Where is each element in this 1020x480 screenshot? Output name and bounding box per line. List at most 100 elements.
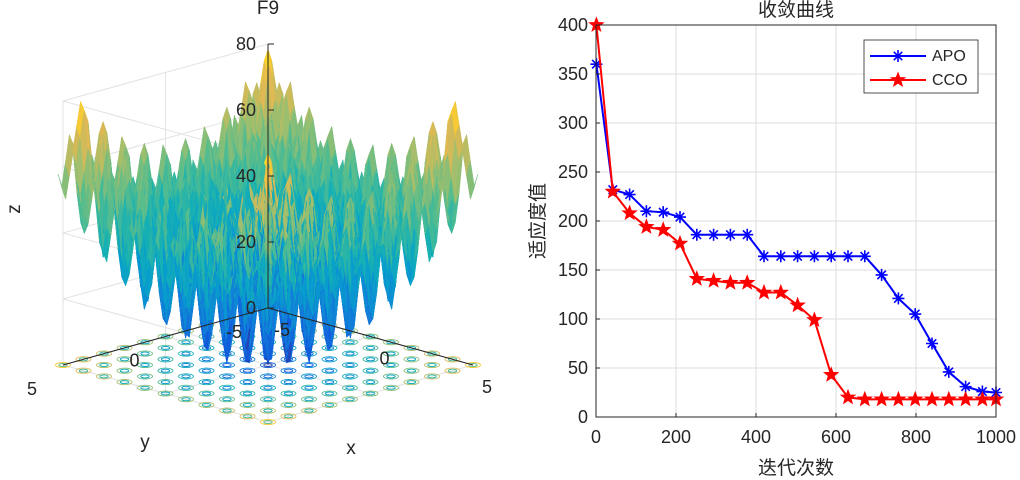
contour-ring [55,361,71,369]
contour-ring [242,414,253,419]
contour-ring [386,351,396,356]
contour-ring [444,367,461,374]
y-tick-label: 400 [558,15,588,35]
x-tick-label: 400 [741,427,771,447]
contour-ring [447,368,458,373]
point-apo [808,250,821,263]
contour-ring [99,374,109,379]
contour-ring [301,373,317,380]
contour-ring [116,356,133,363]
contour-ring [140,385,150,390]
contour-ring [78,368,89,373]
contour-ring [219,407,235,414]
contour-ring [201,391,212,396]
contour-ring [324,402,335,407]
legend-marker-cco [889,71,907,87]
contour-ring [324,380,335,385]
contour-ring [403,379,420,386]
contour-ring [383,350,399,357]
contour-ring [283,402,294,407]
point-cco [772,283,790,300]
contour-ring [406,380,417,385]
contour-ring [198,379,215,386]
contour-ring [58,363,68,367]
x-tick-label: 0 [379,349,389,369]
contour-ring [222,397,232,402]
contour-ring [280,367,297,374]
contour-ring [219,396,235,403]
contour-ring [181,351,191,356]
x-axis-line [267,307,474,366]
contour-ring [239,390,256,397]
contour-ring [119,345,130,350]
contour-ring [160,391,171,396]
contour-ring [260,396,276,403]
point-cco [638,218,655,234]
contour-ring [160,368,171,373]
contour-ring [321,356,338,363]
contour-ring [427,363,437,367]
contour-ring [96,373,112,380]
y-tick-label: 0 [129,351,139,371]
contour-ring [78,357,89,362]
legend-label-cco: CCO [932,72,968,89]
contour-ring [116,344,133,351]
contour-ring [178,373,194,380]
contour-ring [160,357,171,362]
contour-ring [222,374,232,379]
contour-ring [260,373,276,380]
contour-ring [201,357,212,362]
floor-gridline [267,364,474,423]
contour-ring [96,361,112,369]
contour-ring [198,401,215,408]
contour-ring [140,351,150,356]
surface-patch [470,174,479,200]
contour-ring [181,374,191,379]
y-tick-label: 50 [568,358,588,378]
z-tick-label: 0 [246,298,256,318]
point-cco [856,390,874,407]
contour-ring [324,391,335,396]
point-cco [604,182,622,199]
contour-ring [198,356,215,363]
contour-ring [160,334,171,339]
point-apo [892,292,905,305]
contour-ring [119,368,130,373]
point-cco [738,274,756,290]
y-tick-label: 250 [558,162,588,182]
contour-ring [181,385,191,390]
contour-ring [283,414,294,419]
contour-ring [160,380,171,385]
contour-ring [424,373,440,380]
point-apo [959,380,972,393]
contour-ring [424,350,440,357]
y-tick-label: 200 [558,211,588,231]
contour-ring [198,390,215,397]
contour-ring [444,356,461,363]
point-cco [822,366,840,382]
axis-ticks: 0 200 400 600 800 1000 0 50 100 150 200 250 300 350 40… [558,15,1016,447]
contour-ring [116,379,133,386]
contour-ring [280,401,297,408]
legend-label-apo: APO [932,48,966,65]
contour-ring [137,361,153,369]
contour-ring [242,368,253,373]
contour-ring [280,413,297,420]
contour-ring [345,340,355,345]
contour-ring [365,345,376,350]
contour-ring [365,357,376,362]
contour-ring [406,357,417,362]
contour-ring [219,373,235,380]
contour-ring [342,396,358,403]
point-apo [758,250,770,263]
contour-ring [157,379,174,386]
contour-ring [157,356,174,363]
point-apo [724,228,737,241]
contour-ring [403,367,420,374]
x-tick-label: 200 [661,427,691,447]
contour-ring [427,351,437,356]
contour-ring [406,345,417,350]
point-cco [957,390,974,407]
point-apo [640,205,653,218]
contour-ring [345,363,355,367]
